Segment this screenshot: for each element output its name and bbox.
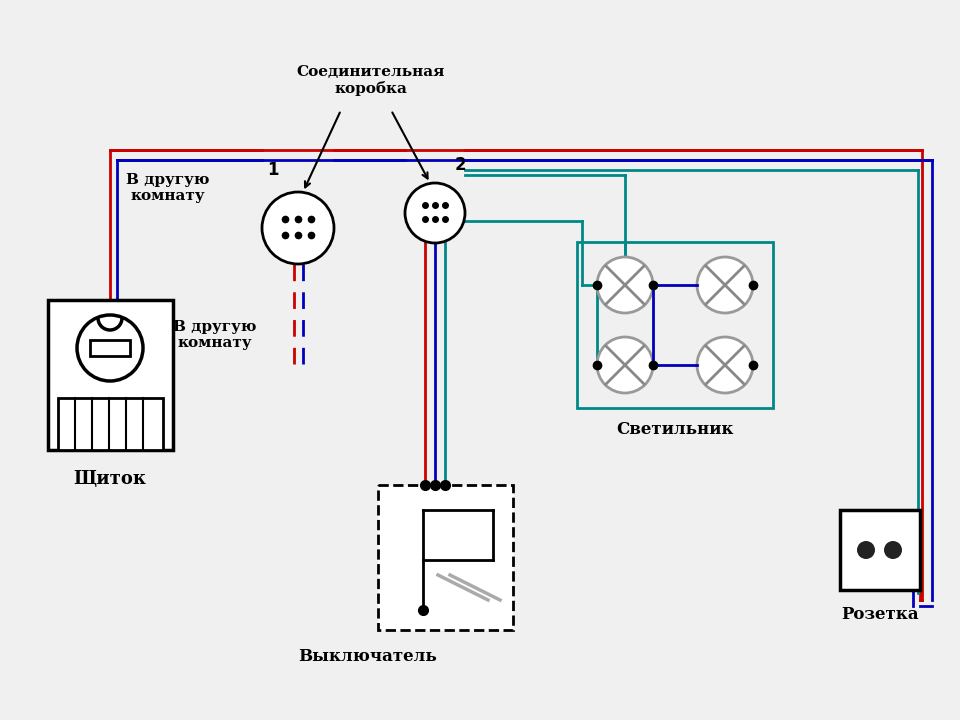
Circle shape: [597, 337, 653, 393]
Bar: [48, 300, 173, 450]
Circle shape: [884, 541, 902, 559]
Text: В другую
комнату: В другую комнату: [174, 320, 256, 350]
Circle shape: [697, 257, 753, 313]
Text: 2: 2: [454, 156, 466, 174]
Circle shape: [262, 192, 334, 264]
Bar: [840, 510, 920, 590]
Text: Щиток: Щиток: [74, 470, 147, 488]
Circle shape: [697, 337, 753, 393]
Circle shape: [597, 257, 653, 313]
Bar: [577, 242, 773, 408]
Circle shape: [857, 541, 875, 559]
Text: Соединительная
коробка: Соединительная коробка: [297, 65, 445, 96]
Bar: [378, 485, 513, 630]
Circle shape: [77, 315, 143, 381]
Text: 1: 1: [267, 161, 278, 179]
Text: В другую
комнату: В другую комнату: [127, 173, 209, 203]
Text: Светильник: Светильник: [616, 421, 733, 438]
Text: Выключатель: Выключатель: [299, 648, 438, 665]
Text: Розетка: Розетка: [841, 606, 919, 623]
Bar: [90, 340, 130, 356]
Circle shape: [405, 183, 465, 243]
Bar: [58, 398, 163, 450]
